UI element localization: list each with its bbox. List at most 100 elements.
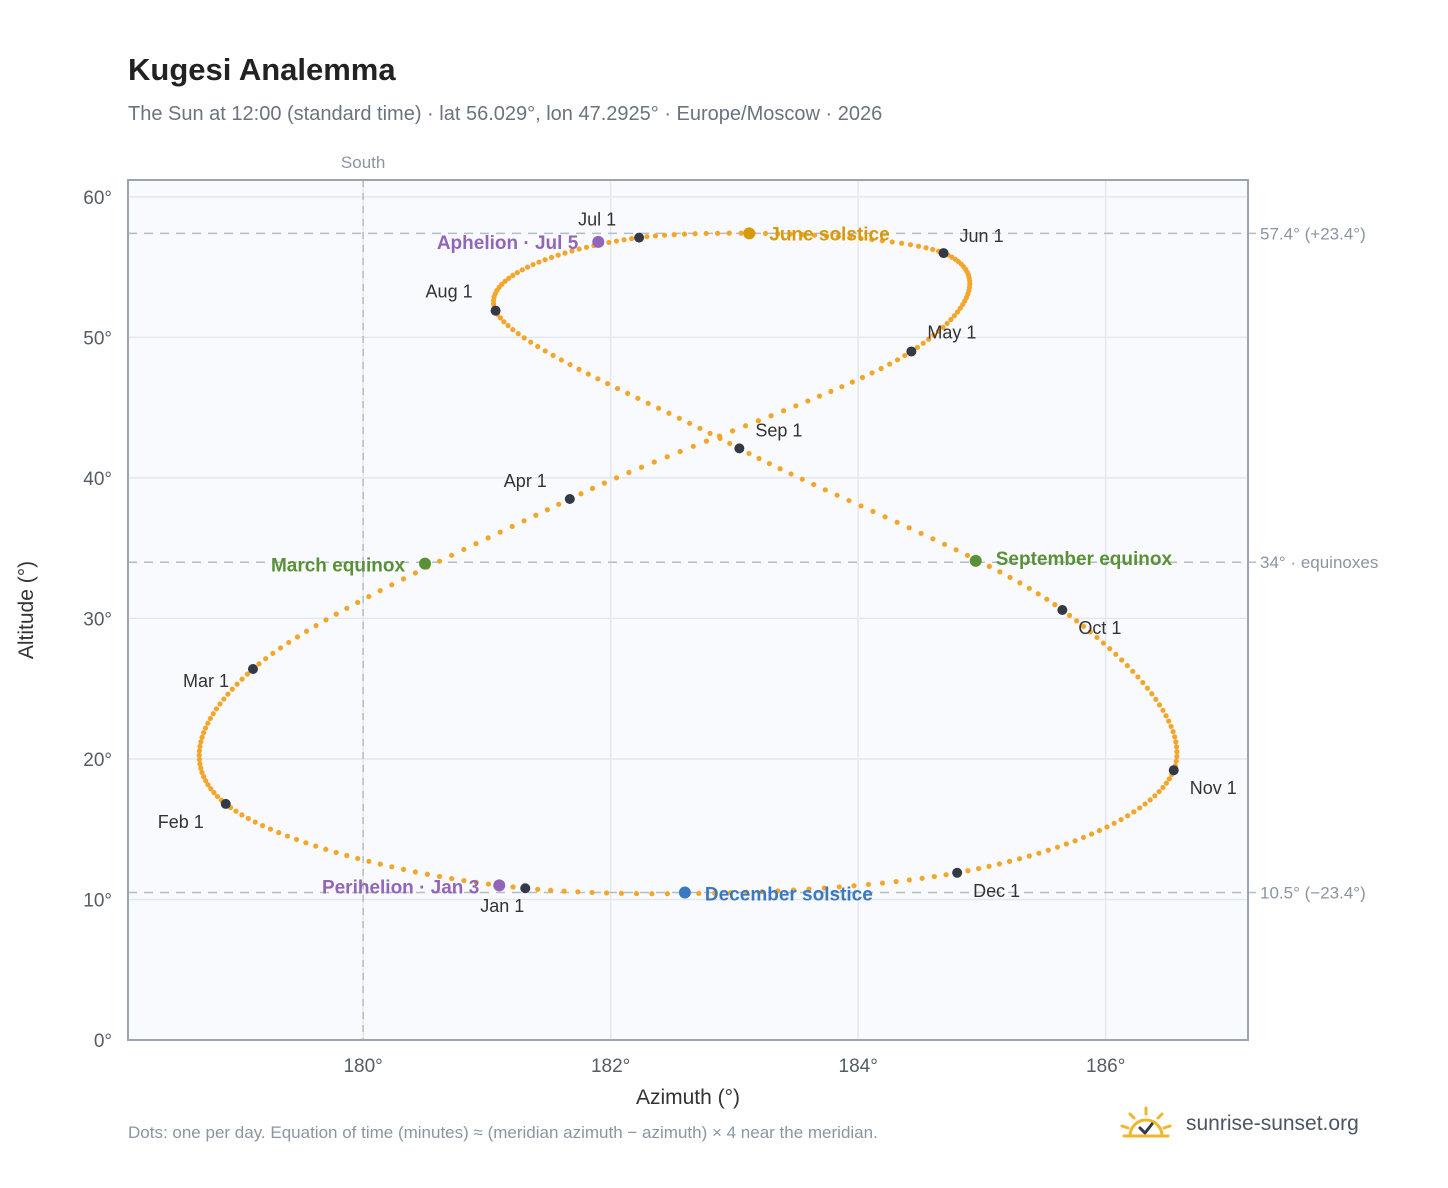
month-label: Oct 1: [1078, 618, 1121, 638]
plot-area: [128, 180, 1248, 1040]
daily-dot: [821, 885, 827, 891]
footer-note: Dots: one per day. Equation of time (min…: [128, 1123, 878, 1142]
daily-dot: [696, 890, 702, 897]
daily-dot: [1096, 827, 1103, 834]
daily-dot: [1118, 816, 1124, 823]
daily-dot: [555, 252, 561, 258]
daily-dot: [811, 232, 818, 238]
brand-name: sunrise-sunset.org: [1186, 1112, 1359, 1135]
daily-dot: [277, 645, 284, 651]
daily-dot: [366, 858, 372, 864]
daily-dot: [756, 455, 762, 462]
daily-dot: [635, 395, 641, 401]
daily-dot: [1142, 801, 1148, 807]
daily-dot: [986, 863, 992, 869]
daily-dot: [497, 529, 503, 535]
daily-dot: [1045, 847, 1051, 853]
month-marker: [1168, 765, 1179, 776]
daily-dot: [920, 340, 926, 346]
daily-dot: [759, 888, 765, 895]
daily-dot: [846, 497, 852, 504]
event-marker: [592, 235, 605, 248]
daily-dot: [528, 339, 534, 345]
daily-dot: [542, 257, 548, 263]
daily-dot: [1156, 789, 1162, 795]
daily-dot: [1113, 651, 1119, 657]
daily-dot: [1080, 623, 1087, 629]
daily-dot: [1149, 691, 1155, 697]
x-tick-label: 186°: [1086, 1056, 1125, 1077]
month-marker: [938, 248, 949, 259]
daily-dot: [244, 671, 251, 677]
daily-dot: [828, 388, 834, 394]
daily-dot: [633, 890, 640, 897]
daily-dot: [613, 238, 620, 244]
daily-dot: [519, 267, 525, 273]
month-marker: [906, 346, 917, 357]
daily-dot: [935, 328, 942, 334]
daily-dot: [203, 778, 209, 784]
daily-dot: [196, 748, 203, 754]
daily-dot: [377, 861, 383, 867]
daily-dot: [899, 240, 905, 246]
daily-dot: [887, 361, 893, 367]
y-tick-label: 20°: [83, 750, 112, 771]
daily-dot: [1163, 780, 1169, 786]
daily-dot: [806, 886, 812, 892]
event-label: December solstice: [705, 884, 873, 905]
daily-dot: [859, 374, 866, 381]
daily-dot: [742, 423, 749, 429]
daily-dot: [217, 701, 223, 707]
daily-dot: [449, 552, 455, 558]
daily-dot: [690, 443, 696, 449]
daily-dot: [260, 823, 266, 829]
event-label: Perihelion · Jan 3: [322, 877, 479, 898]
x-tick-label: 184°: [839, 1056, 878, 1077]
month-label: May 1: [927, 322, 976, 342]
daily-dot: [1072, 838, 1078, 844]
daily-dot: [849, 379, 855, 385]
daily-dot: [1173, 739, 1179, 745]
daily-dot: [585, 371, 591, 377]
daily-dot: [355, 855, 361, 862]
daily-dot: [293, 836, 300, 843]
month-marker: [564, 493, 575, 504]
daily-dot: [951, 313, 957, 319]
daily-dot: [1080, 834, 1087, 841]
daily-dot: [954, 309, 961, 315]
daily-dot: [1137, 805, 1143, 811]
daily-dot: [676, 415, 682, 421]
daily-dot: [1160, 707, 1166, 713]
event-marker: [969, 554, 982, 567]
plot-frame: [127, 179, 1249, 1041]
daily-dot: [626, 469, 632, 476]
daily-dot: [449, 875, 455, 882]
daily-dot: [1107, 646, 1113, 652]
daily-dot: [1094, 634, 1100, 641]
daily-dot: [497, 315, 503, 321]
daily-dot: [823, 233, 830, 239]
y-tick-label: 50°: [83, 328, 112, 349]
daily-dot: [221, 696, 227, 702]
daily-dot: [506, 275, 512, 281]
daily-dot: [865, 881, 871, 888]
daily-dot: [377, 588, 383, 594]
daily-dot: [510, 884, 516, 890]
brand[interactable]: sunrise-sunset.org: [1118, 1100, 1359, 1148]
event-marker: [678, 886, 691, 899]
daily-dot: [1035, 591, 1041, 597]
daily-dot: [746, 450, 752, 457]
daily-dot: [252, 819, 258, 825]
daily-dot: [1007, 574, 1013, 580]
daily-dot: [878, 365, 884, 372]
daily-dot: [677, 448, 683, 455]
daily-dot: [567, 361, 573, 368]
reference-label: 34° · equinoxes: [1260, 553, 1378, 572]
daily-dot: [766, 460, 773, 467]
event-label: June solstice: [769, 224, 889, 245]
daily-dot: [997, 569, 1003, 575]
daily-dot: [851, 883, 857, 889]
daily-dot: [1111, 820, 1117, 826]
daily-dot: [869, 236, 875, 243]
